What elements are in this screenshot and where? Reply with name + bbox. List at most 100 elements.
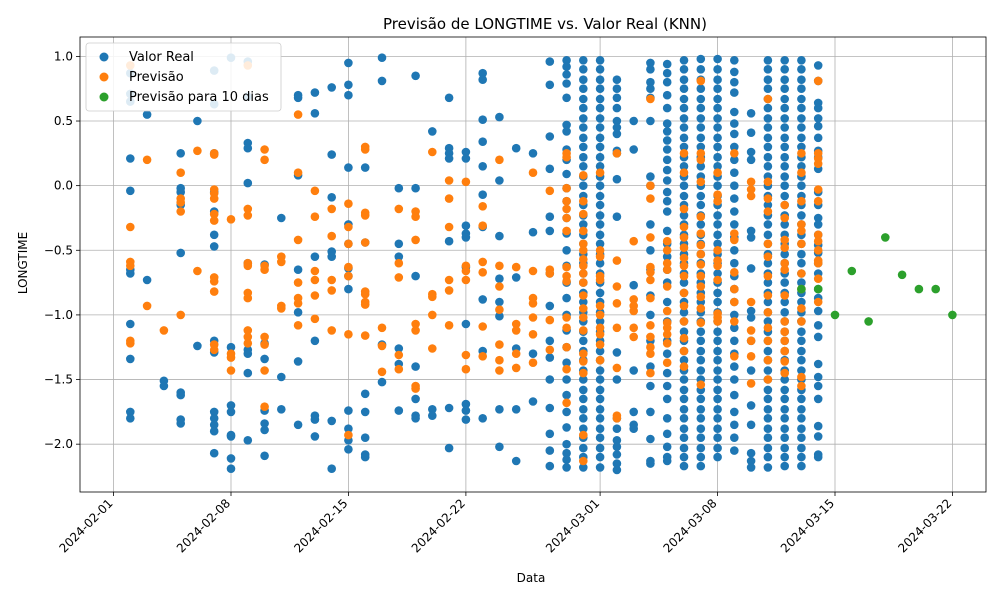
previsao-point <box>360 300 370 309</box>
previsao-point <box>780 368 789 378</box>
valor-real-point <box>763 220 773 229</box>
valor-real-point <box>595 366 605 375</box>
valor-real-point <box>595 433 605 443</box>
valor-real-point <box>662 381 672 391</box>
previsao-point <box>696 271 706 281</box>
valor-real-point <box>713 133 722 143</box>
valor-real-point <box>495 442 504 452</box>
valor-real-point <box>595 56 605 65</box>
valor-real-point <box>327 193 337 202</box>
previsao-point <box>444 321 454 330</box>
series-previsao <box>126 61 823 466</box>
valor-real-point <box>696 200 706 210</box>
previsao-point <box>696 155 706 165</box>
previsao-point <box>310 314 320 324</box>
previsao-point <box>511 319 521 329</box>
valor-real-point <box>612 174 622 184</box>
valor-real-point <box>629 407 638 417</box>
valor-real-point <box>327 83 337 92</box>
previsao-point <box>344 262 353 272</box>
previsao-point <box>545 186 555 196</box>
valor-real-point <box>679 114 689 123</box>
valor-real-point <box>595 162 605 171</box>
valor-real-point <box>746 366 756 375</box>
valor-real-point <box>730 433 739 443</box>
previsao-point <box>763 271 773 281</box>
previsao-point <box>310 212 320 221</box>
valor-real-point <box>209 407 219 417</box>
previsao-point <box>579 269 588 278</box>
valor-real-point <box>797 355 806 365</box>
valor-real-point <box>511 456 521 466</box>
valor-real-point <box>293 265 303 275</box>
valor-real-point <box>562 169 571 179</box>
x-tick-label: 2024-03-01 <box>543 496 602 555</box>
valor-real-point <box>746 109 756 118</box>
valor-real-point <box>713 181 722 190</box>
valor-real-point <box>344 58 353 68</box>
previsao-point <box>679 243 689 252</box>
x-tick-label: 2024-02-08 <box>174 496 233 555</box>
valor-real-point <box>293 357 303 366</box>
valor-real-point <box>679 414 689 423</box>
valor-real-point <box>377 377 387 387</box>
valor-real-point <box>730 220 739 229</box>
valor-real-point <box>679 103 689 113</box>
previsao-point <box>797 381 806 391</box>
previsao-point <box>495 366 504 375</box>
previsao-point <box>763 375 773 384</box>
previsao-point <box>277 304 286 313</box>
valor-real-point <box>579 162 588 171</box>
previsao-point <box>763 291 773 300</box>
valor-real-point <box>679 355 689 365</box>
previsao-point <box>209 345 219 355</box>
valor-real-point <box>662 145 672 154</box>
valor-real-point <box>679 181 689 190</box>
valor-real-point <box>562 455 571 465</box>
valor-real-point <box>696 142 706 152</box>
previsao-point <box>797 196 806 206</box>
previsao-point <box>763 239 773 249</box>
valor-real-point <box>797 142 806 152</box>
previsao-point <box>579 430 588 440</box>
valor-real-point <box>310 109 320 118</box>
valor-real-point <box>713 103 722 113</box>
valor-real-point <box>662 252 672 261</box>
valor-real-point <box>662 394 672 404</box>
valor-real-point <box>696 327 706 337</box>
valor-real-point <box>528 349 538 359</box>
valor-real-point <box>813 381 823 391</box>
previsao-point <box>746 185 756 194</box>
valor-real-point <box>226 464 236 474</box>
previsao-point <box>595 168 605 177</box>
previsao-point <box>646 268 655 277</box>
previsao-point <box>495 282 504 291</box>
previsao-point <box>411 212 420 221</box>
valor-real-point <box>797 452 806 462</box>
previsao-point <box>511 349 521 359</box>
previsao-point <box>411 235 420 245</box>
y-tick-label: 1.0 <box>54 49 73 63</box>
previsao-point <box>579 456 588 466</box>
valor-real-point <box>360 163 370 172</box>
valor-real-point <box>209 426 219 436</box>
previsao-point <box>797 226 806 236</box>
valor-real-point <box>662 59 672 69</box>
valor-real-point <box>579 463 588 472</box>
valor-real-point <box>763 200 773 210</box>
valor-real-point <box>193 341 202 351</box>
previsao-point <box>629 323 638 333</box>
valor-real-point <box>126 154 135 163</box>
valor-real-point <box>696 461 706 471</box>
previsao-point <box>696 304 706 313</box>
previsao-point <box>528 330 538 339</box>
valor-real-point <box>612 123 622 132</box>
valor-real-point <box>646 246 655 255</box>
valor-real-point <box>646 172 655 181</box>
valor-real-point <box>562 93 571 103</box>
valor-real-point <box>797 366 806 375</box>
valor-real-point <box>595 211 605 220</box>
valor-real-point <box>780 181 789 190</box>
valor-real-point <box>595 191 605 201</box>
